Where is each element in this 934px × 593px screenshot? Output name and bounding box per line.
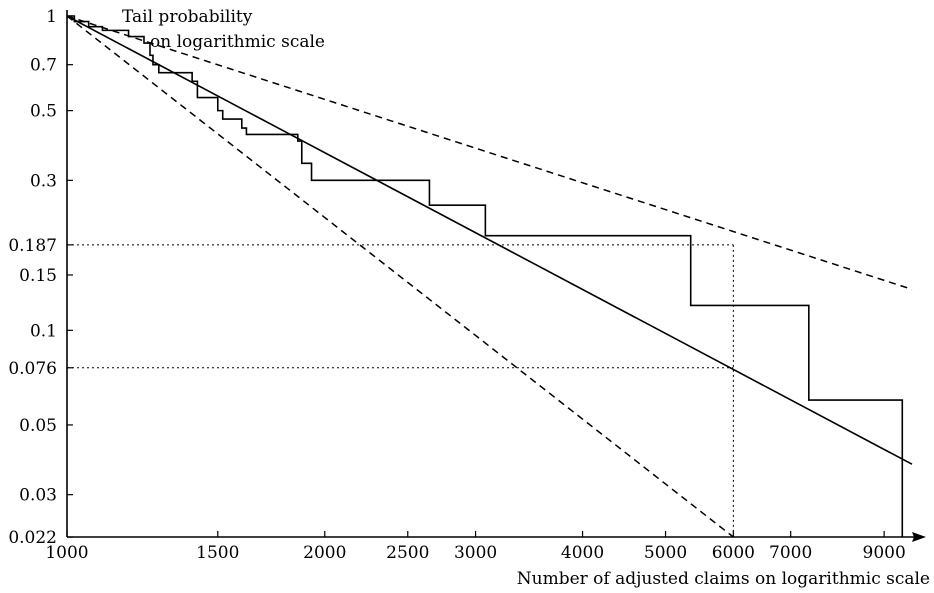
fitted-line-dashed: [66, 15, 913, 291]
x-axis-label: Number of adjusted claims on logarithmic…: [517, 569, 930, 589]
y-tick-label: 0.03: [19, 486, 57, 506]
reference-guides: [67, 244, 734, 537]
y-tick-label: 0.076: [8, 359, 57, 379]
y-tick-label: 0.15: [19, 266, 57, 286]
fitted-line-solid: [66, 15, 913, 465]
y-tick-label: 0.7: [30, 56, 57, 76]
y-tick-label: 0.187: [8, 236, 57, 256]
x-tick-label: 2000: [303, 543, 346, 563]
x-tick-label: 1500: [196, 543, 239, 563]
axes: [66, 10, 926, 542]
y-tick-label: 0.05: [19, 416, 57, 436]
data-series: [66, 15, 913, 538]
x-tick-label: 4000: [561, 543, 604, 563]
y-tick-label: 0.5: [30, 102, 57, 122]
x-tick-label: 1000: [45, 543, 88, 563]
x-tick-label: 5000: [644, 543, 687, 563]
x-tick-label: 3000: [454, 543, 497, 563]
x-tick-label: 2500: [386, 543, 429, 563]
y-tick-label: 0.022: [8, 528, 57, 548]
x-tick-label: 7000: [769, 543, 812, 563]
x-tick-label: 6000: [712, 543, 755, 563]
y-tick-label: 0.1: [30, 321, 57, 341]
tick-marks: 1 0.7 0.5 0.3 0.187 0.15 0.1 0.076 0.05 0.03 0.022…: [8, 7, 905, 563]
y-axis-label: Tail probability: [122, 7, 253, 27]
x-axis-arrowhead: [912, 532, 926, 542]
empirical-step-function: [67, 15, 904, 537]
x-tick-label: 9000: [863, 543, 906, 563]
y-axis-label-line2: on logarithmic scale: [150, 32, 325, 52]
fitted-line-dashed: [66, 15, 734, 538]
y-tick-label: 1: [46, 7, 57, 27]
y-tick-label: 0.3: [30, 171, 57, 191]
